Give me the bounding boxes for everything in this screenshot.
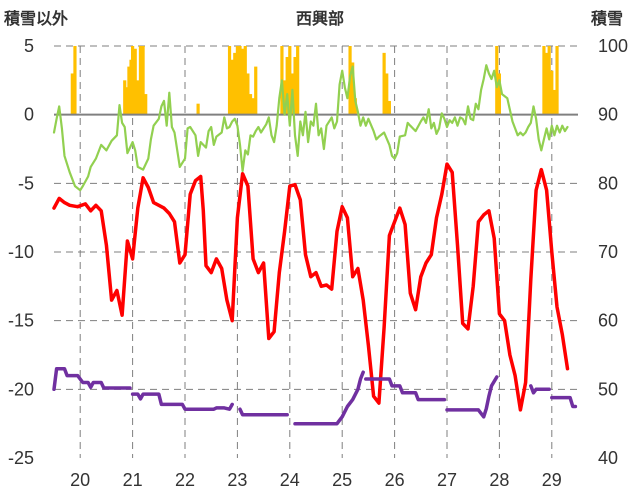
snow-depth-line (550, 395, 578, 409)
precip-bar (547, 46, 551, 115)
y-left-tick-label: -15 (8, 311, 34, 331)
precip-bar (136, 80, 140, 115)
precip-bar (73, 46, 77, 115)
y-right-tick-label: 80 (598, 173, 618, 193)
y-left-tick-label: 5 (24, 36, 34, 56)
precip-bar (282, 80, 287, 115)
x-tick-label: 27 (437, 470, 457, 490)
x-tick-label: 26 (385, 470, 405, 490)
precip-bar (227, 46, 232, 115)
x-tick-label: 25 (332, 470, 352, 490)
snow-depth-line (293, 370, 365, 426)
precip-bar (385, 73, 389, 115)
snow-depth-line (364, 377, 447, 402)
precip-bar (138, 46, 143, 115)
right-axis-title: 積雪 (590, 9, 623, 28)
y-right-tick-label: 50 (598, 379, 618, 399)
chart-title: 西興部 (296, 9, 344, 28)
snow-depth-line (529, 384, 551, 395)
y-right-tick-label: 70 (598, 242, 618, 262)
precip-bar (544, 52, 549, 115)
precip-bar (241, 48, 245, 115)
precip-bar (133, 48, 137, 115)
y-left-tick-label: 0 (24, 105, 34, 125)
x-tick-label: 28 (489, 470, 509, 490)
precip-bar (550, 70, 554, 115)
precip-bar (70, 73, 74, 115)
x-tick-label: 20 (70, 470, 90, 490)
y-left-tick-label: -25 (8, 448, 34, 468)
x-tick-label: 21 (123, 470, 143, 490)
y-left-tick-label: -10 (8, 242, 34, 262)
precip-bar (233, 52, 237, 115)
precip-bar (497, 73, 501, 115)
y-right-tick-label: 40 (598, 448, 618, 468)
precip-bar (144, 94, 148, 115)
snow-depth-line (238, 407, 289, 417)
precip-bar (288, 46, 292, 115)
precip-bar (243, 46, 247, 115)
x-tick-label: 24 (280, 470, 300, 490)
y-left-tick-label: -20 (8, 379, 34, 399)
precip-bar (131, 46, 135, 115)
precip-bar (246, 73, 250, 115)
temperature-line (52, 162, 570, 412)
precip-bar (127, 66, 131, 115)
precip-bar (353, 98, 357, 115)
precip-bar (251, 98, 255, 115)
precip-bar (293, 56, 297, 115)
y-right-tick-label: 100 (598, 36, 628, 56)
precip-bar (230, 59, 234, 115)
left-axis-title: 積雪以外 (3, 9, 68, 28)
x-tick-label: 23 (227, 470, 247, 490)
green-line (52, 64, 569, 192)
x-tick-label: 29 (542, 470, 562, 490)
precip-bar (196, 103, 200, 115)
precip-bar (552, 89, 557, 115)
y-right-tick-label: 90 (598, 105, 618, 125)
precip-bar (248, 94, 253, 115)
precip-bar (382, 52, 386, 115)
precip-bar (238, 46, 242, 115)
x-tick-label: 22 (175, 470, 195, 490)
precip-bar (387, 100, 391, 115)
precip-bar (296, 46, 300, 115)
snow-depth-line (52, 366, 132, 392)
precip-bar (123, 80, 127, 115)
series-lines (52, 64, 578, 426)
precip-bar (542, 46, 546, 115)
precip-bar (141, 46, 145, 115)
precip-bar (555, 46, 559, 115)
precip-bar (351, 62, 355, 115)
precip-bars (70, 46, 559, 115)
precip-bar (285, 56, 289, 115)
y-right-tick-label: 60 (598, 311, 618, 331)
precip-bar (235, 46, 239, 115)
snow-depth-line (130, 392, 234, 411)
y-left-tick-label: -5 (18, 173, 34, 193)
snow-depth-line (445, 375, 499, 419)
precip-bar (254, 66, 258, 115)
